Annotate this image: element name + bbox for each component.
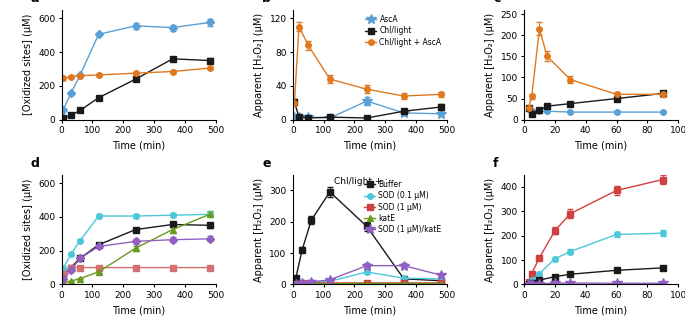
Y-axis label: Apparent [H₂O₂] (μM): Apparent [H₂O₂] (μM) bbox=[485, 178, 495, 282]
Text: a: a bbox=[31, 0, 39, 6]
X-axis label: Time (min): Time (min) bbox=[343, 305, 397, 315]
Y-axis label: Apparent [H₂O₂] (μM): Apparent [H₂O₂] (μM) bbox=[253, 178, 264, 282]
X-axis label: Time (min): Time (min) bbox=[575, 141, 627, 150]
Text: Chl/light + :: Chl/light + : bbox=[334, 177, 388, 186]
X-axis label: Time (min): Time (min) bbox=[112, 141, 165, 150]
X-axis label: Time (min): Time (min) bbox=[343, 141, 397, 150]
Legend: Buffer, SOD (0.1 μM), SOD (1 μM), katE, SOD (1 μM)/katE: Buffer, SOD (0.1 μM), SOD (1 μM), katE, … bbox=[362, 179, 443, 236]
X-axis label: Time (min): Time (min) bbox=[575, 305, 627, 315]
X-axis label: Time (min): Time (min) bbox=[112, 305, 165, 315]
Legend: AscA, Chl/light, Chl/light + AscA: AscA, Chl/light, Chl/light + AscA bbox=[364, 14, 443, 48]
Y-axis label: [Oxidized sites] (μM): [Oxidized sites] (μM) bbox=[23, 14, 33, 115]
Text: b: b bbox=[262, 0, 271, 6]
Text: c: c bbox=[493, 0, 501, 6]
Y-axis label: Apparent [H₂O₂] (μM): Apparent [H₂O₂] (μM) bbox=[485, 13, 495, 117]
Y-axis label: [Oxidized sites] (μM): [Oxidized sites] (μM) bbox=[23, 179, 33, 280]
Text: f: f bbox=[493, 157, 499, 170]
Text: e: e bbox=[262, 157, 271, 170]
Text: d: d bbox=[31, 157, 40, 170]
Y-axis label: Apparent [H₂O₂] (μM): Apparent [H₂O₂] (μM) bbox=[254, 13, 264, 117]
